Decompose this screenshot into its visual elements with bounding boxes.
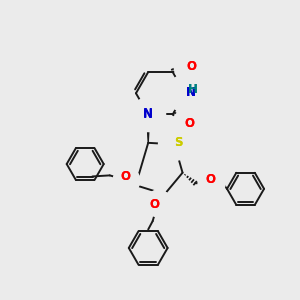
- Text: H: H: [188, 83, 198, 96]
- Text: S: S: [174, 136, 183, 149]
- Text: S: S: [174, 136, 183, 149]
- Text: O: O: [184, 117, 194, 130]
- Text: H: H: [188, 83, 198, 96]
- Text: O: O: [186, 60, 196, 73]
- Text: N: N: [143, 108, 153, 121]
- Text: O: O: [184, 117, 194, 130]
- Text: O: O: [149, 198, 160, 211]
- Polygon shape: [158, 194, 166, 202]
- Text: N: N: [143, 107, 153, 120]
- Text: O: O: [149, 198, 160, 211]
- Polygon shape: [147, 115, 150, 143]
- Text: N: N: [186, 85, 196, 99]
- Text: O: O: [121, 170, 131, 183]
- Text: O: O: [206, 173, 216, 186]
- Text: O: O: [121, 170, 131, 183]
- Polygon shape: [126, 180, 136, 186]
- Text: O: O: [206, 173, 216, 186]
- Text: N: N: [186, 85, 196, 99]
- Text: O: O: [186, 60, 196, 73]
